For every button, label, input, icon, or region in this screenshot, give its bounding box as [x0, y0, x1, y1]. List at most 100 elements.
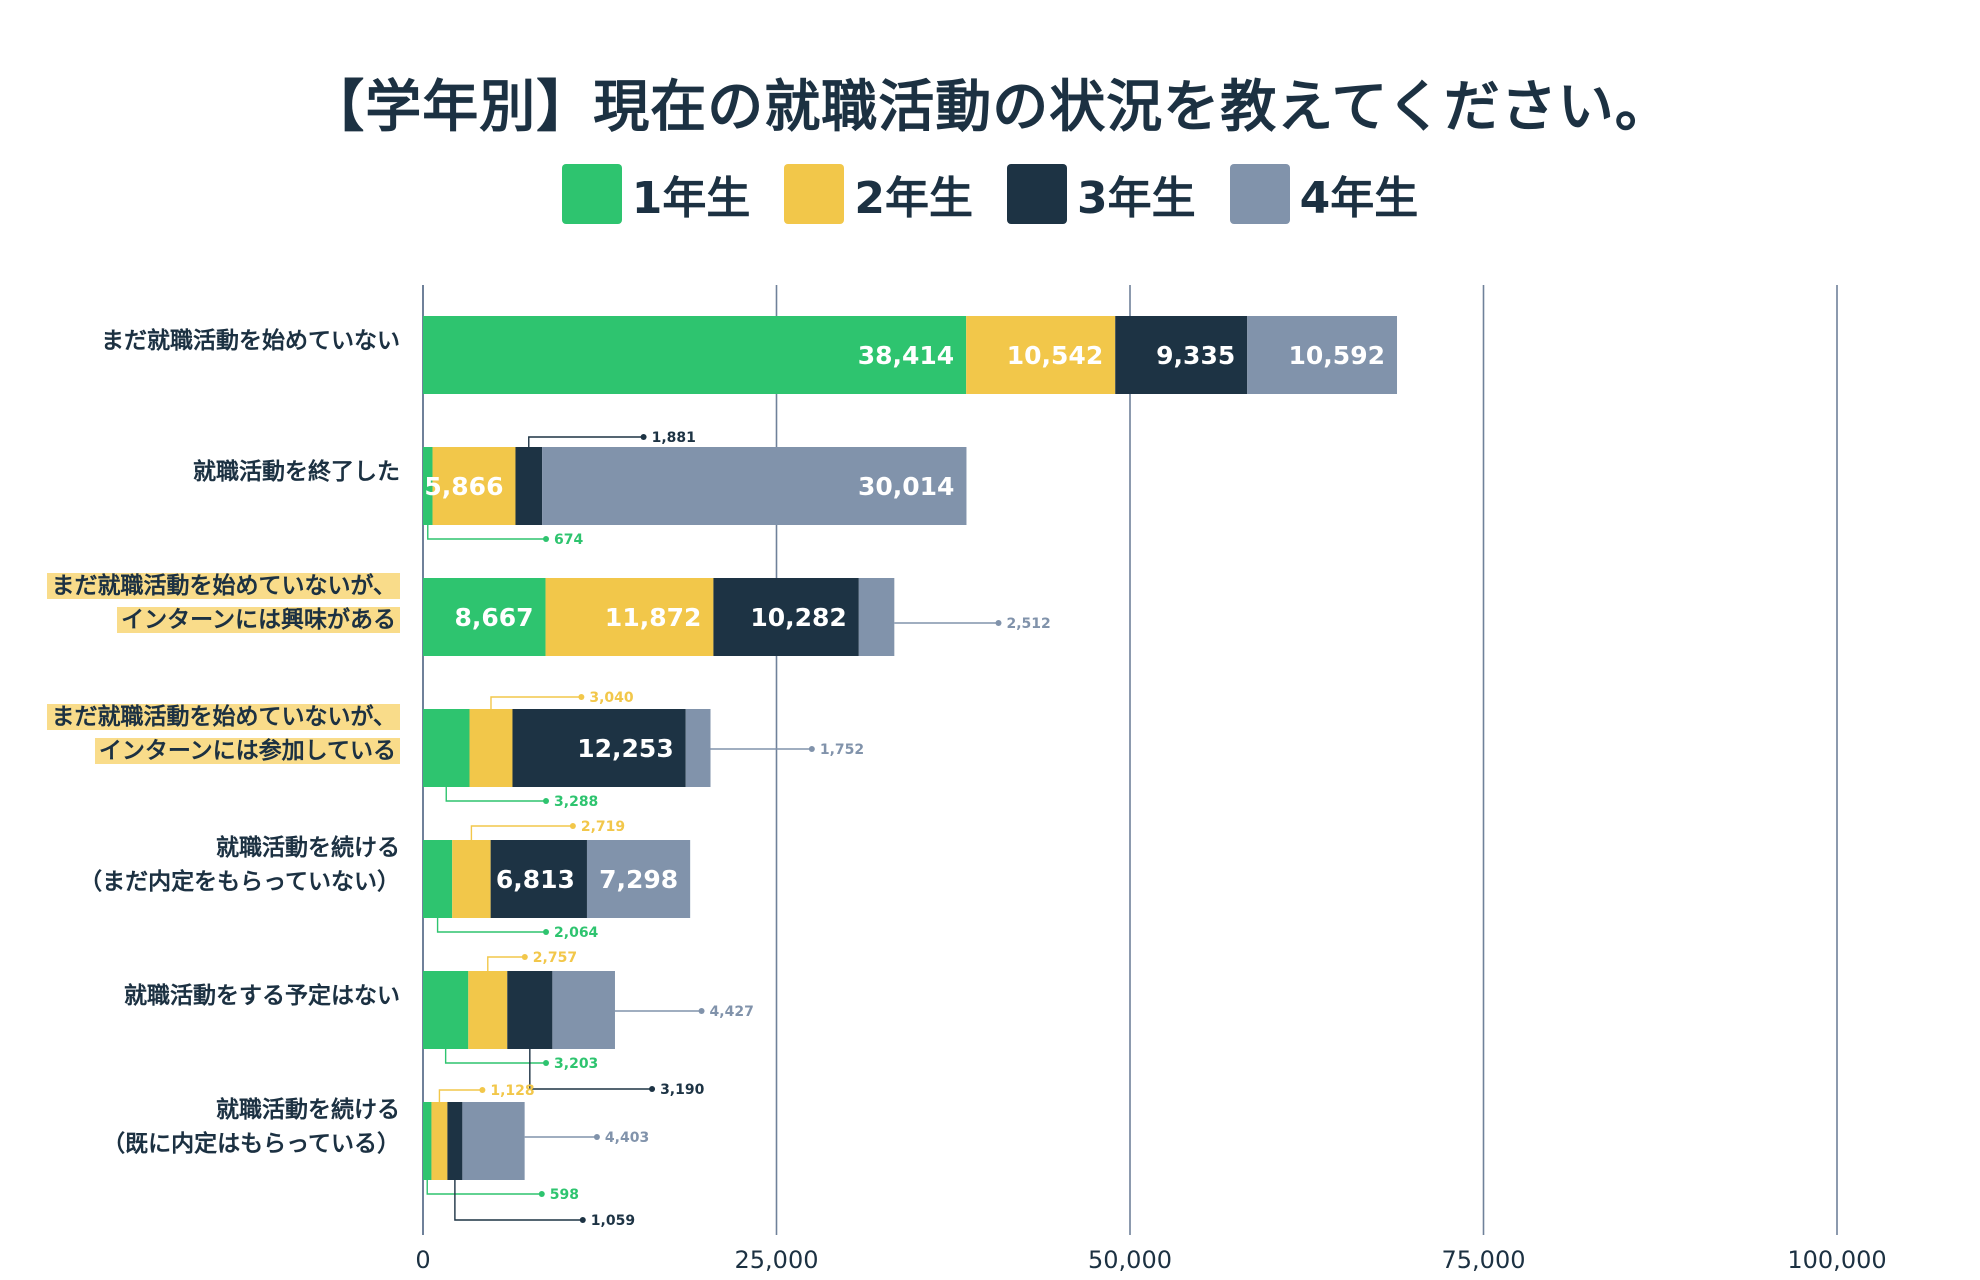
legend-swatch-year2 — [784, 164, 845, 224]
bar-segment — [423, 316, 967, 394]
data-label: 3,040 — [589, 690, 634, 706]
bar-segment — [423, 709, 470, 787]
bar-segment — [1247, 316, 1398, 394]
data-label: 10,592 — [1289, 341, 1385, 370]
data-label: 12,253 — [577, 734, 673, 763]
callout-dot — [569, 823, 576, 829]
bar-segment — [966, 316, 1116, 394]
legend-swatch-year3 — [1007, 164, 1067, 224]
bar-segment — [423, 971, 469, 1049]
callout-dot — [640, 434, 647, 440]
legend-item-year4: 4年生 — [1229, 162, 1419, 226]
x-tick-label: 75,000 — [1442, 1246, 1526, 1274]
chart-title: 【学年別】現在の就職活動の状況を教えてください。 — [308, 75, 1672, 140]
callout-dot — [649, 1086, 656, 1092]
data-label: 6,813 — [496, 865, 575, 894]
legend-swatch-year4 — [1229, 164, 1290, 224]
callout-line — [487, 956, 525, 971]
legend-label-year4: 4年生 — [1299, 173, 1419, 224]
x-tick-label: 100,000 — [1787, 1246, 1886, 1274]
data-label: 598 — [550, 1187, 579, 1203]
callout-dot — [543, 798, 550, 804]
bar-segment — [423, 447, 433, 525]
data-label: 3,190 — [660, 1082, 705, 1098]
x-tick-label: 50,000 — [1088, 1246, 1172, 1274]
bar-segment — [512, 709, 686, 787]
data-label: 3,203 — [554, 1056, 598, 1072]
legend-label-year3: 3年生 — [1077, 173, 1196, 224]
callout-dot — [543, 536, 550, 542]
category-label: 就職活動を続ける （まだ内定をもらっていない） — [79, 835, 400, 895]
callout-line — [454, 1180, 583, 1221]
bar-segment — [542, 447, 967, 525]
data-label: 2,719 — [581, 819, 625, 835]
bar-segment — [423, 840, 453, 918]
data-label: 9,335 — [1156, 341, 1235, 370]
callout-dot — [538, 1191, 545, 1197]
callout-line — [490, 696, 582, 709]
data-label: 30,014 — [858, 472, 954, 501]
category-label: 就職活動を続ける （既に内定はもらっている） — [102, 1097, 400, 1157]
data-label: 8,667 — [454, 603, 533, 632]
bar-segment — [423, 1102, 432, 1180]
data-label: 2,064 — [554, 925, 599, 941]
bar-segment — [713, 578, 859, 656]
legend-item-year1: 1年生 — [561, 162, 751, 226]
callout-line — [444, 1049, 547, 1064]
bar-segment — [462, 1102, 525, 1180]
callout-line — [529, 1049, 653, 1090]
category-label: 就職活動を終了した — [193, 459, 400, 485]
callout-dot — [578, 694, 585, 700]
callout-line — [426, 1180, 542, 1195]
callout-dot — [808, 746, 815, 752]
data-label: 7,298 — [599, 865, 678, 894]
legend-item-year3: 3年生 — [1007, 162, 1196, 226]
data-label: 674 — [554, 532, 583, 548]
data-label: 1,752 — [820, 742, 864, 758]
category-label: まだ就職活動を始めていないが、 インターンには興味がある — [47, 569, 400, 637]
callout-line — [427, 525, 547, 540]
legend-swatch-year1 — [561, 164, 622, 224]
callout-line — [445, 787, 547, 802]
category-label: まだ就職活動を始めていないが、 インターンには参加している — [47, 700, 400, 768]
data-label: 5,866 — [424, 472, 503, 501]
category-label: まだ就職活動を始めていない — [101, 328, 400, 354]
bar-segment — [432, 447, 516, 525]
bar-segment — [468, 971, 508, 1049]
bar-segment — [685, 709, 711, 787]
data-label: 1,881 — [652, 430, 696, 446]
data-label: 38,414 — [858, 341, 954, 370]
bar-segment — [490, 840, 587, 918]
callout-dot — [593, 1134, 600, 1140]
data-label: 1,128 — [490, 1083, 534, 1099]
callout-line — [438, 1089, 483, 1102]
callout-dot — [521, 954, 528, 960]
legend: 1年生 2年生 3年生 4年生 — [0, 162, 1980, 226]
category-label: 就職活動をする予定はない — [124, 983, 400, 1009]
data-label: 10,282 — [750, 603, 846, 632]
bar-segment — [858, 578, 895, 656]
callout-dot — [479, 1087, 486, 1093]
bar-segment — [1115, 316, 1248, 394]
legend-label-year2: 2年生 — [854, 173, 973, 224]
bar-segment — [552, 971, 615, 1049]
bar-segment — [469, 709, 513, 787]
data-label: 2,757 — [533, 950, 577, 966]
legend-item-year2: 2年生 — [784, 162, 973, 226]
callout-dot — [543, 929, 550, 935]
data-label: 3,288 — [554, 794, 598, 810]
legend-label-year1: 1年生 — [631, 173, 751, 224]
callout-dot — [543, 1060, 550, 1066]
bar-segment — [423, 578, 546, 656]
callout-line — [436, 918, 547, 933]
data-label: 10,542 — [1007, 341, 1103, 370]
bar-segment — [447, 1102, 463, 1180]
callout-line — [470, 825, 573, 840]
callout-dot — [698, 1008, 705, 1014]
x-tick-label: 0 — [415, 1246, 430, 1274]
bar-segment — [431, 1102, 448, 1180]
callout-line — [528, 436, 644, 447]
data-label: 2,512 — [1006, 616, 1050, 632]
callout-dot — [995, 620, 1002, 626]
